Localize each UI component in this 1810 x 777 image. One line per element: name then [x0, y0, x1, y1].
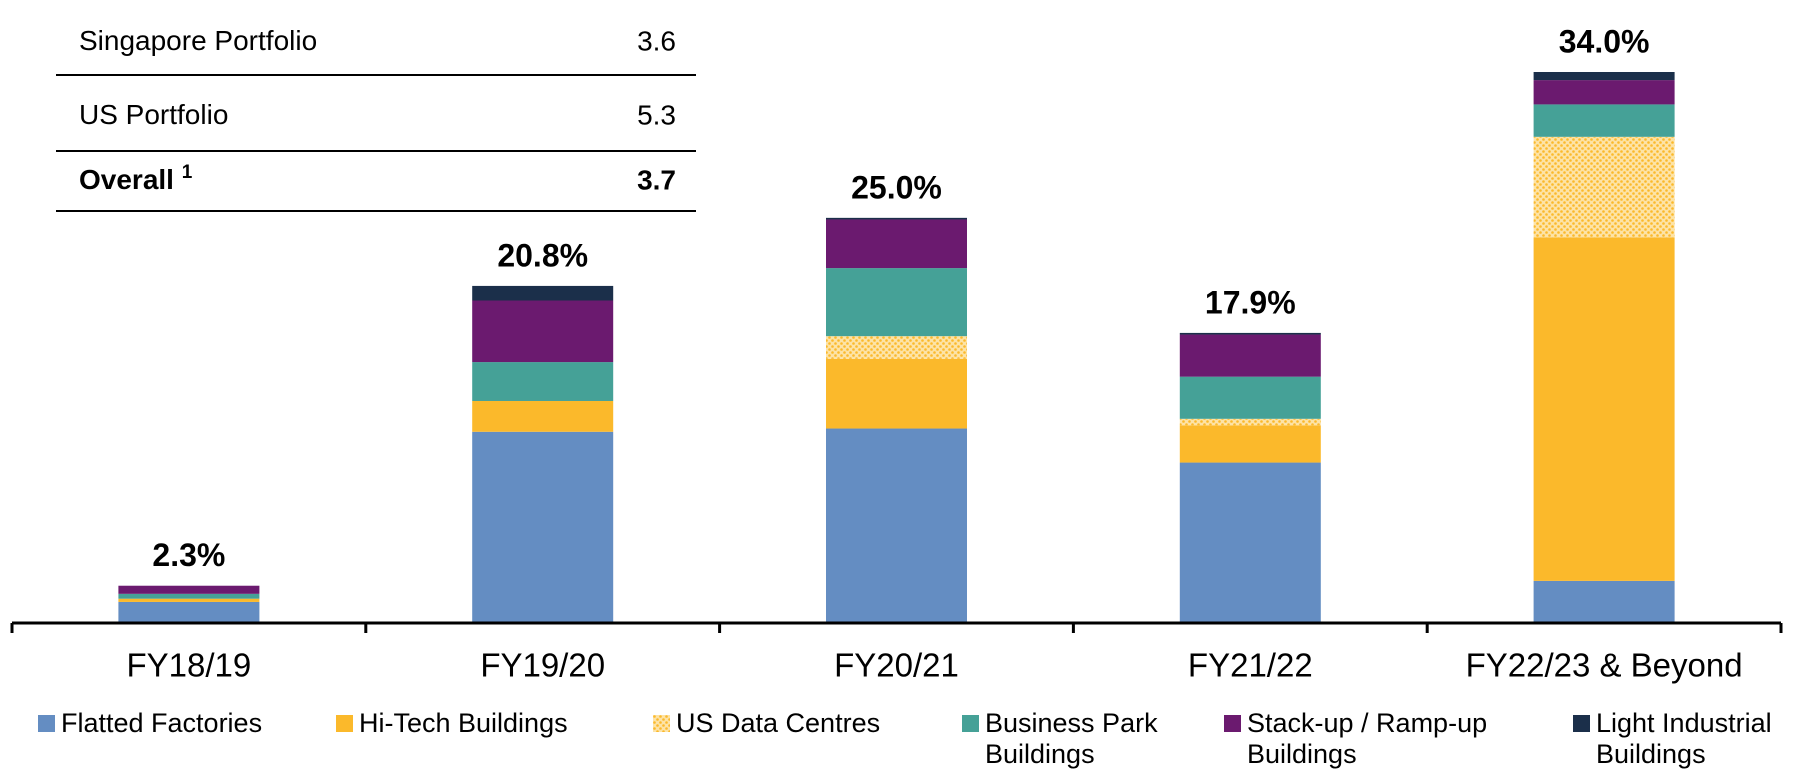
bar-segment — [1179, 334, 1321, 377]
total-label: 20.8% — [497, 237, 588, 273]
table-label: Singapore Portfolio — [79, 25, 317, 56]
bar-segment — [1533, 136, 1675, 238]
bar-segment — [1179, 376, 1321, 419]
bar-segment — [1533, 72, 1675, 81]
table-label: Overall 1 — [79, 162, 193, 195]
table-value: 3.7 — [637, 164, 676, 195]
legend-label: Stack-up / Ramp-up Buildings — [1247, 708, 1488, 769]
table-value: 5.3 — [637, 99, 676, 130]
legend-swatch — [653, 715, 670, 732]
bar-segment — [1533, 80, 1675, 105]
x-tick-label: FY22/23 & Beyond — [1466, 647, 1743, 684]
bar-segment — [826, 336, 967, 359]
legend-item: Hi-Tech Buildings — [336, 708, 646, 739]
bar-segment — [826, 217, 967, 220]
legend-swatch-rect — [1573, 715, 1590, 732]
total-label: 17.9% — [1205, 284, 1296, 320]
legend-swatch-rect — [653, 715, 670, 732]
bar-segment — [472, 431, 614, 623]
bar-segment — [1533, 237, 1675, 581]
bar-segment — [826, 268, 967, 337]
legend-label: Business Park Buildings — [985, 708, 1158, 769]
legend-swatch — [962, 715, 979, 732]
bar-segment — [1533, 104, 1675, 137]
bar-segment — [826, 428, 967, 623]
legend-label: US Data Centres — [676, 708, 881, 738]
legend: Flatted Factories Hi-Tech Buildings US Dat… — [0, 708, 1810, 777]
legend-item: US Data Centres — [653, 708, 958, 739]
x-tick-label: FY21/22 — [1188, 647, 1313, 684]
table-note: 1 — [182, 162, 193, 183]
bar-segment — [1179, 462, 1321, 623]
table-label: US Portfolio — [79, 99, 228, 130]
legend-swatch-rect — [962, 715, 979, 732]
bar-segment — [826, 358, 967, 429]
chart: 2.3% FY18/19 20.8% FY19/20 25.0% FY20/21 17.9%… — [10, 23, 1783, 684]
legend-item: Flatted Factories — [38, 708, 328, 739]
bar-segment — [472, 285, 614, 301]
legend-label: Hi-Tech Buildings — [359, 708, 568, 738]
total-label: 2.3% — [152, 537, 225, 573]
legend-label: Light Industrial Buildings — [1596, 708, 1772, 769]
table-value: 3.6 — [637, 25, 676, 56]
bar-segment — [472, 400, 614, 432]
table-label-text: Overall — [79, 164, 174, 195]
total-label: 34.0% — [1559, 23, 1650, 59]
x-tick-label: FY19/20 — [480, 647, 605, 684]
bar-segment — [472, 300, 614, 363]
total-label: 25.0% — [851, 169, 942, 205]
table-label-text: US Portfolio — [79, 99, 228, 130]
legend-item: Light Industrial Buildings — [1573, 708, 1810, 770]
bar-segment — [1179, 418, 1321, 426]
legend-label: Flatted Factories — [61, 708, 263, 738]
bar-segment — [1179, 332, 1321, 335]
legend-item: Stack-up / Ramp-up Buildings — [1224, 708, 1569, 770]
legend-swatch — [1224, 715, 1241, 732]
x-tick-label: FY18/19 — [127, 647, 252, 684]
bar-segment — [118, 585, 260, 594]
bar-segment — [826, 219, 967, 269]
bar-segment — [118, 598, 260, 602]
legend-swatch — [38, 715, 55, 732]
legend-item: Business Park Buildings — [962, 708, 1217, 770]
table-label-text: Singapore Portfolio — [79, 25, 317, 56]
bar-segment — [118, 601, 260, 623]
legend-swatch — [1573, 715, 1590, 732]
legend-swatch — [336, 715, 353, 732]
bar-segment — [1533, 580, 1675, 623]
bar-segment — [472, 362, 614, 401]
x-tick-label: FY20/21 — [834, 647, 959, 684]
legend-swatch-rect — [38, 715, 55, 732]
legend-swatch-rect — [336, 715, 353, 732]
bar-segment — [1179, 425, 1321, 463]
legend-swatch-rect — [1224, 715, 1241, 732]
bar-segment — [118, 593, 260, 599]
